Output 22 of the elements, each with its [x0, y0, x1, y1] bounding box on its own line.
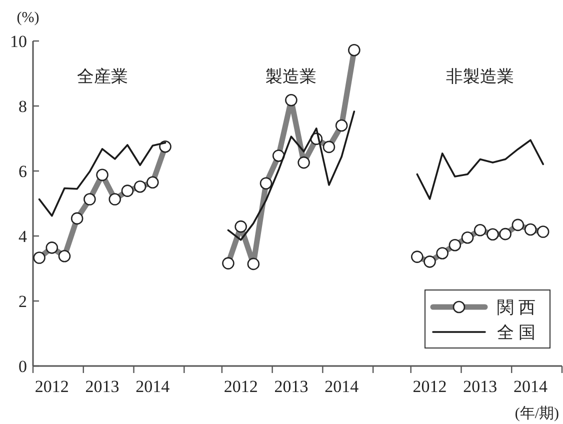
annotation: 全産業 — [76, 67, 128, 86]
x-tick-label: 2014 — [324, 377, 360, 396]
x-tick-label: 2013 — [463, 377, 498, 396]
x-tick-label: 2014 — [136, 377, 170, 396]
x-tick-label: 2014 — [514, 377, 548, 396]
y-tick-label: 2 — [18, 292, 27, 311]
legend-label: 全 国 — [497, 323, 536, 342]
y-tick-label: 4 — [18, 227, 28, 246]
x-tick-label: 2013 — [85, 377, 120, 396]
y-axis-title: (%) — [16, 10, 40, 26]
annotation: 非製造業 — [446, 67, 514, 86]
x-tick-label: 2012 — [34, 377, 69, 396]
x-tick-label: 2012 — [412, 377, 447, 396]
x-tick-label: 2013 — [274, 377, 308, 396]
y-tick-label: 0 — [18, 357, 27, 376]
y-tick-label: 8 — [18, 97, 27, 116]
x-tick-label: 2012 — [224, 377, 258, 396]
legend-label: 関 西 — [497, 298, 536, 317]
x-axis-title: (年/期) — [514, 405, 559, 422]
y-tick-label: 6 — [18, 162, 27, 181]
annotation: 製造業 — [266, 67, 317, 86]
y-tick-label: 10 — [10, 32, 27, 51]
